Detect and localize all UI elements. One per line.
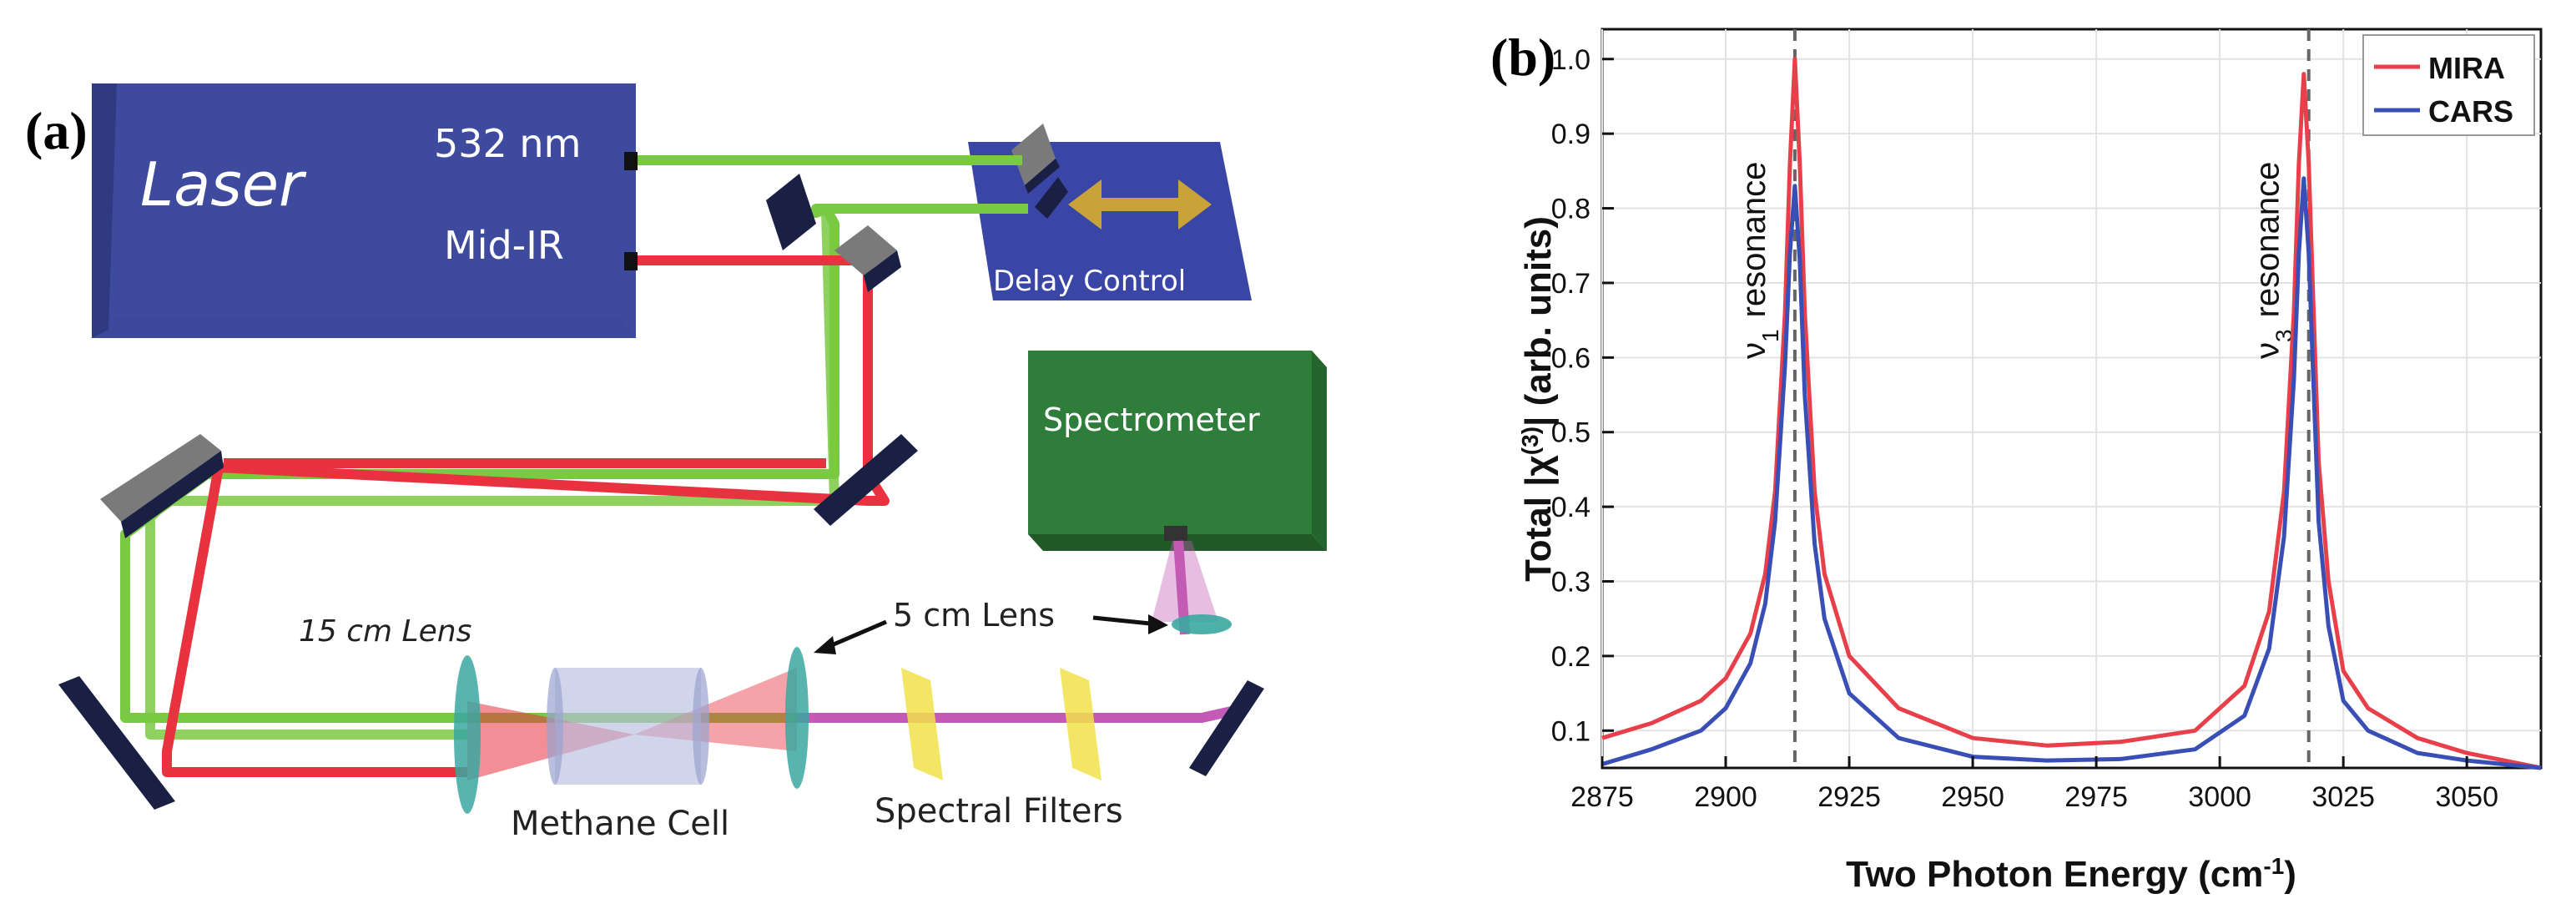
x-tick-label: 3025 [2311,781,2375,813]
y-tick-label: 0.7 [1551,268,1590,300]
port-532 [624,152,638,170]
x-tick-label: 3050 [2435,781,2498,813]
laser-box: Laser 532 nm Mid-IR [92,83,638,338]
y-tick-label: 0.8 [1551,194,1590,225]
series-line-mira [1601,57,2542,770]
lens-5cm-label: 5 cm Lens [893,597,1055,634]
spectrometer-label: Spectrometer [1043,401,1260,438]
mirror-steering-1 [766,174,816,250]
series-line-cars [1601,176,2542,770]
resonance-label: ν3resonance [2250,162,2297,359]
delay-mirror-2 [1035,177,1068,219]
double-arrow-icon [1068,179,1212,230]
y-tick-label: 0.2 [1551,641,1590,673]
lens-15cm-label: 15 cm Lens [299,614,471,649]
spectrometer-slit [1164,526,1187,541]
delay-control-label: Delay Control [993,265,1186,298]
resonance-label: ν1resonance [1736,162,1783,359]
y-axis-title: Total |χ(3)| (arb. units) [1517,216,1560,582]
mirror-upper-left [100,434,221,522]
methane-cell: Methane Cell [511,668,729,843]
x-axis-ticks: 2875 2900 2925 2950 2975 3000 3025 3050 [1570,756,2498,813]
panel-a: (a) Laser 532 nm Mid-IR Delay Control [25,83,1327,843]
lens-5cm: 5 cm Lens [785,597,1232,789]
mirror-lower-left [58,676,175,810]
x-tick-label: 2975 [2064,781,2128,813]
legend: MIRA CARS [2362,34,2535,136]
y-tick-label: 0.3 [1551,567,1590,598]
x-tick-label: 2875 [1570,781,1634,813]
x-tick-label: 2925 [1817,781,1881,813]
x-tick-label: 2950 [1941,781,2004,813]
x-tick-label: 3000 [2188,781,2251,813]
methane-cell-label: Methane Cell [511,805,729,843]
x-axis-title: Two Photon Energy (cm-1) [1846,853,2296,896]
lens-5cm-first [785,647,809,789]
spectral-filters: Spectral Filters [875,668,1123,831]
filter-2 [1060,668,1101,780]
panel-a-label: (a) [25,101,88,160]
legend-label-mira: MIRA [2428,51,2505,85]
delay-mirror-1 [1011,124,1056,185]
mirrors [58,174,1264,810]
plot-area [1601,28,2543,770]
mirror-right [814,434,918,526]
delay-control-box: Delay Control [968,124,1252,300]
y-tick-label: 0.1 [1551,715,1590,747]
lens-15cm: 15 cm Lens [299,614,481,814]
y-tick-label: 0.9 [1551,119,1590,150]
filter-1 [901,668,943,780]
series [1601,57,2542,770]
panel-b-label: (b) [1490,28,1555,87]
spectrometer-box: Spectrometer [1028,351,1327,551]
laser-label: Laser [140,149,307,220]
lens-5cm-second [1172,614,1232,634]
port-midir [624,252,638,270]
arrow-to-lens-5cm-second [1092,615,1159,627]
grid [1601,29,2541,768]
legend-box [2362,34,2535,136]
laser-port-532-label: 532 nm [434,121,581,166]
y-axis-ticks: 0.1 0.2 0.3 0.4 0.5 0.6 0.7 0.8 0.9 1.0 [1551,44,1614,747]
spectral-filters-label: Spectral Filters [875,792,1123,831]
mirror-lower-right [1189,680,1264,776]
x-tick-label: 2900 [1694,781,1757,813]
laser-port-midir-label: Mid-IR [444,223,564,268]
y-tick-label: 0.4 [1551,492,1590,523]
y-tick-label: 1.0 [1551,44,1590,76]
mirror-steering-2 [834,225,897,275]
y-tick-label: 0.6 [1551,342,1590,374]
y-tick-label: 0.5 [1551,417,1590,449]
legend-label-cars: CARS [2428,94,2513,129]
